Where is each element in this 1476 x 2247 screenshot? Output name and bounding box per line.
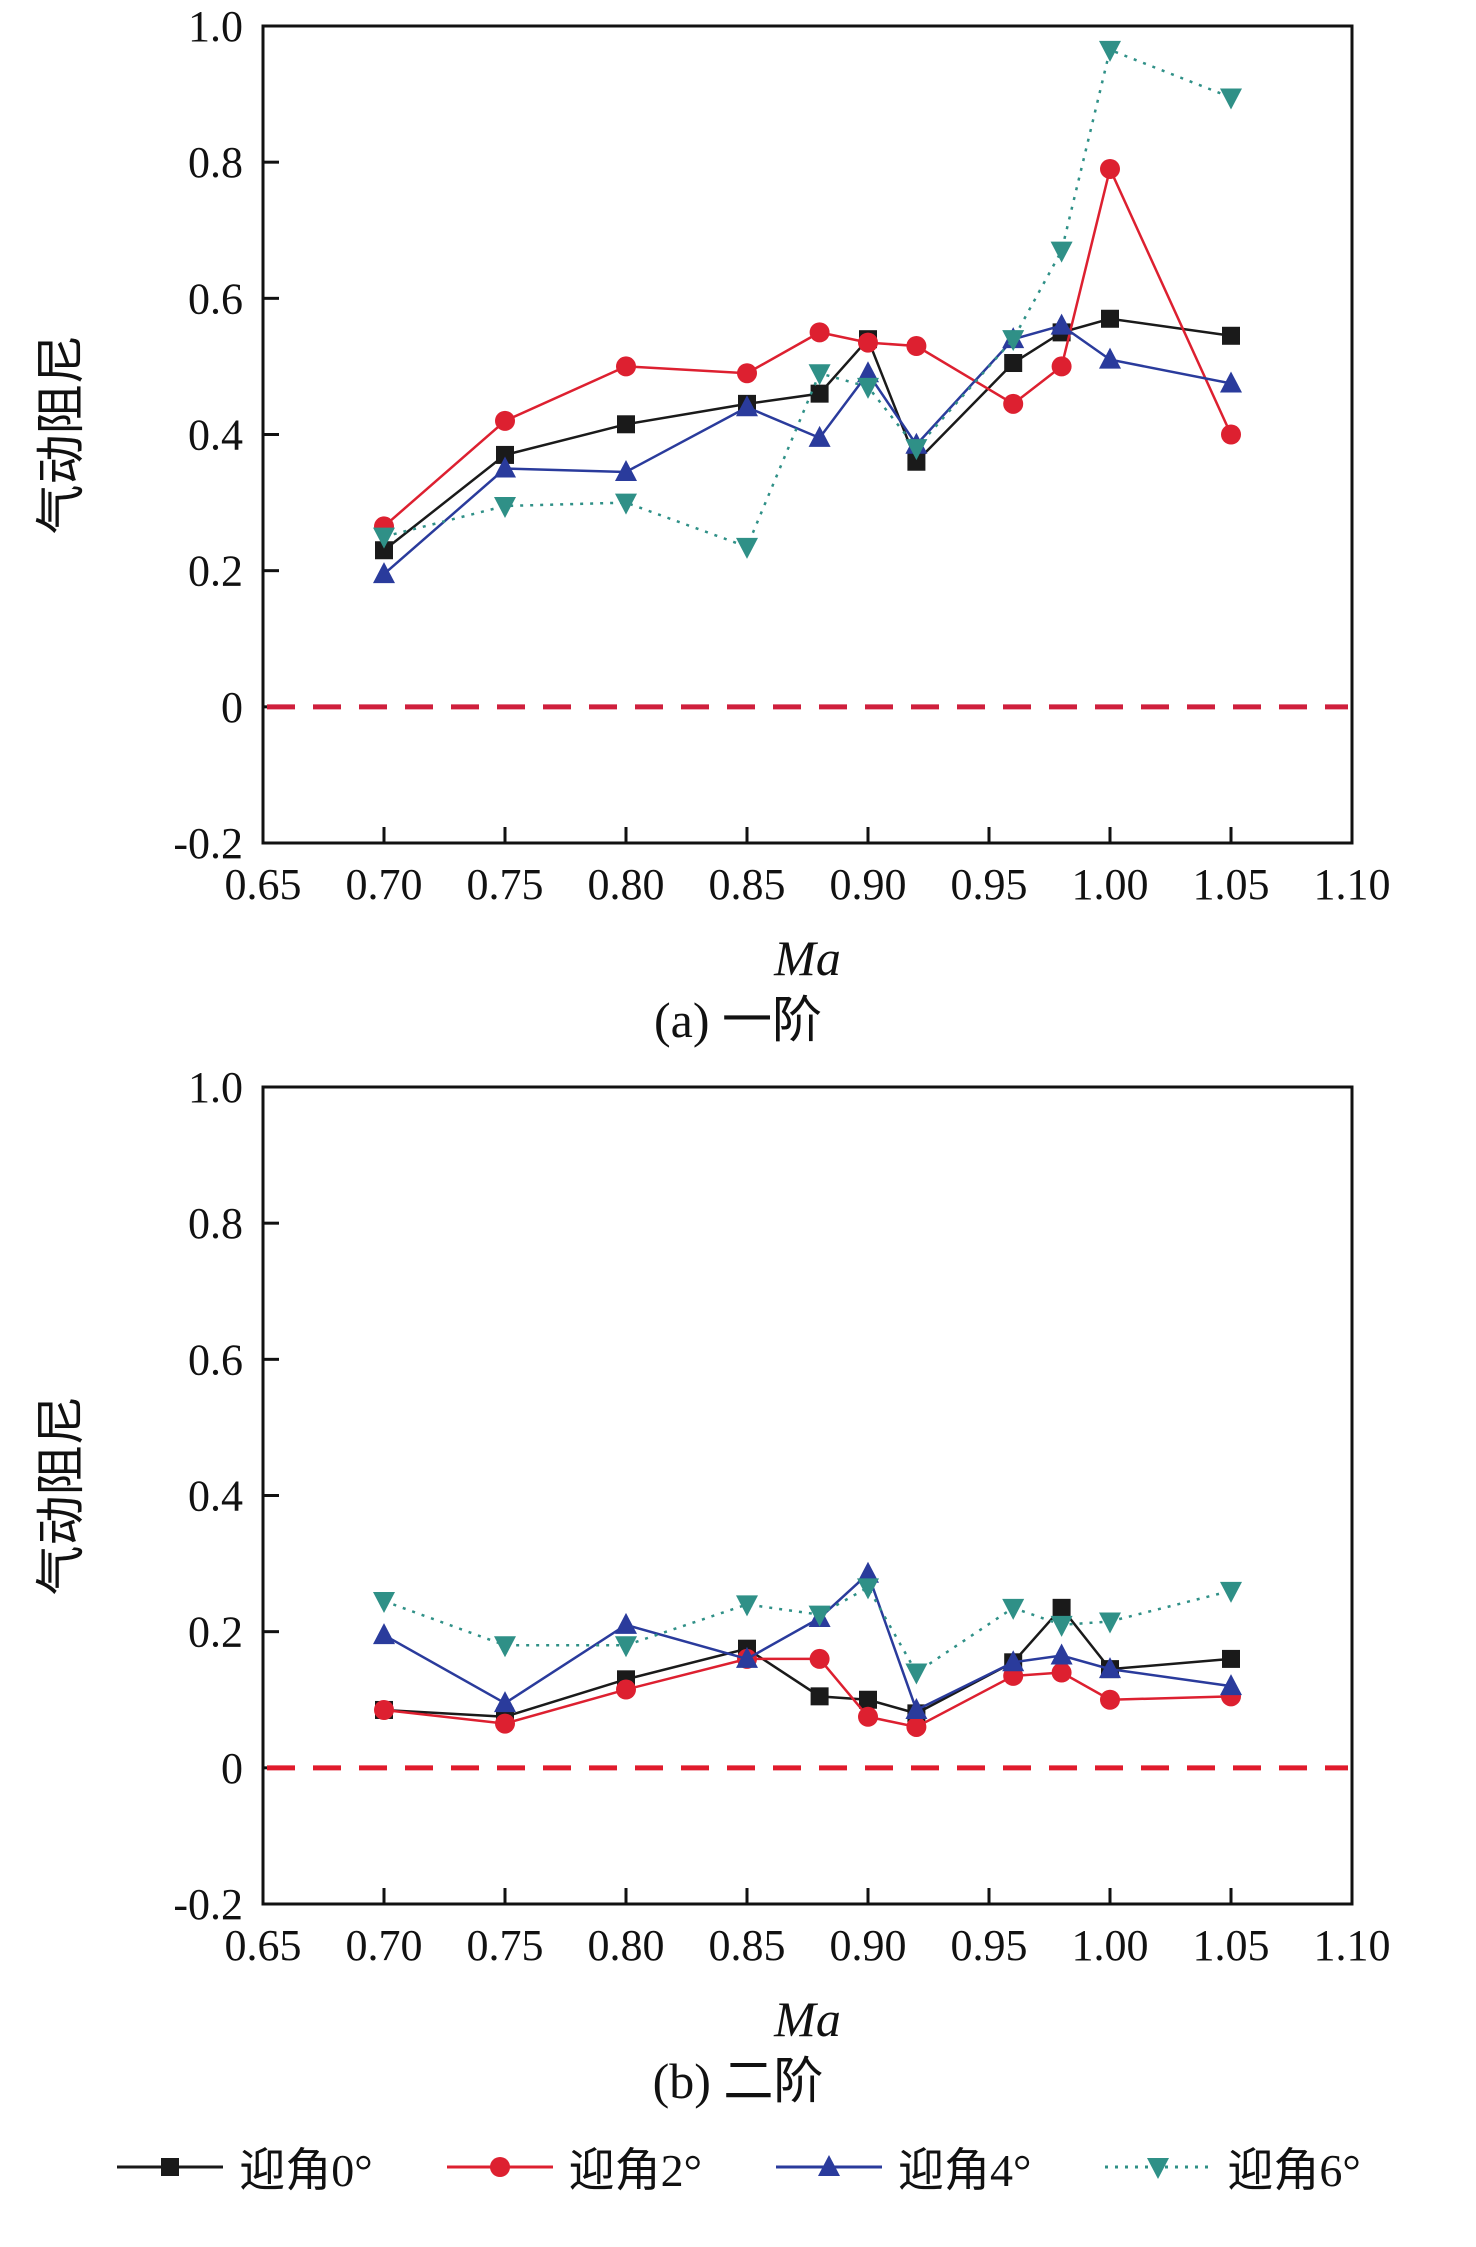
svg-text:1.05: 1.05	[1193, 860, 1270, 909]
circle-marker-icon	[446, 2157, 553, 2177]
svg-text:0: 0	[221, 1744, 243, 1793]
svg-text:0: 0	[221, 683, 243, 732]
legend-label-angle0: 迎角0°	[239, 2145, 373, 2196]
svg-text:0.95: 0.95	[951, 1921, 1028, 1970]
svg-text:0.80: 0.80	[588, 1921, 665, 1970]
svg-text:0.4: 0.4	[188, 411, 243, 460]
legend-item-angle6: 迎角6°	[1103, 2134, 1361, 2200]
svg-text:0.65: 0.65	[225, 1921, 302, 1970]
svg-text:1.00: 1.00	[1072, 860, 1149, 909]
svg-text:0.2: 0.2	[188, 547, 243, 596]
legend-label-angle4: 迎角4°	[898, 2145, 1032, 2196]
legend-label-angle6: 迎角6°	[1227, 2145, 1361, 2196]
svg-text:0.4: 0.4	[188, 1472, 243, 1521]
svg-text:0.75: 0.75	[467, 1921, 544, 1970]
svg-text:气动阻尼: 气动阻尼	[33, 335, 89, 535]
svg-text:1.00: 1.00	[1072, 1921, 1149, 1970]
svg-text:0.65: 0.65	[225, 860, 302, 909]
chart-a-section: 0.65 0.70 0.75 0.80 0.85 0.90 0.95 1.00 1.05 1.10…	[0, 8, 1476, 1055]
square-marker-icon	[117, 2158, 224, 2176]
triangle-down-marker-icon	[1105, 2158, 1212, 2179]
svg-text:0.6: 0.6	[188, 274, 243, 323]
chart-a-plot: 0.65 0.70 0.75 0.80 0.85 0.90 0.95 1.00 1.05 1.10…	[33, 8, 1391, 983]
svg-text:0.85: 0.85	[709, 860, 786, 909]
svg-text:-0.2: -0.2	[173, 1880, 243, 1929]
chart-a-caption: (a) 一阶	[654, 992, 822, 1048]
svg-text:0.75: 0.75	[467, 860, 544, 909]
svg-text:0.85: 0.85	[709, 1921, 786, 1970]
legend-item-angle2: 迎角2°	[445, 2134, 702, 2200]
svg-text:0.8: 0.8	[188, 138, 243, 187]
svg-text:1.0: 1.0	[188, 1069, 243, 1112]
chart-b-plot: 0.65 0.70 0.75 0.80 0.85 0.90 0.95 1.00 1.05 1.10…	[33, 1069, 1391, 2044]
svg-text:0.90: 0.90	[830, 860, 907, 909]
svg-text:0.80: 0.80	[588, 860, 665, 909]
chart-b-caption: (b) 二阶	[652, 2053, 824, 2109]
svg-text:0.2: 0.2	[188, 1608, 243, 1657]
legend-item-angle4: 迎角4°	[774, 2134, 1031, 2200]
legend-item-angle0: 迎角0°	[115, 2134, 373, 2200]
svg-text:Ma: Ma	[773, 1991, 841, 2044]
triangle-up-marker-icon	[776, 2155, 882, 2176]
svg-text:1.10: 1.10	[1314, 860, 1391, 909]
svg-text:0.70: 0.70	[346, 1921, 423, 1970]
svg-text:0.95: 0.95	[951, 860, 1028, 909]
svg-text:-0.2: -0.2	[173, 819, 243, 868]
svg-text:气动阻尼: 气动阻尼	[33, 1396, 89, 1596]
svg-text:1.0: 1.0	[188, 8, 243, 51]
svg-text:1.05: 1.05	[1193, 1921, 1270, 1970]
chart-b-section: 0.65 0.70 0.75 0.80 0.85 0.90 0.95 1.00 1.05 1.10…	[0, 1069, 1476, 2116]
svg-text:1.10: 1.10	[1314, 1921, 1391, 1970]
svg-text:0.70: 0.70	[346, 860, 423, 909]
svg-text:0.8: 0.8	[188, 1199, 243, 1248]
svg-text:0.90: 0.90	[830, 1921, 907, 1970]
legend: 迎角0° 迎角2° 迎角4° 迎角6°	[0, 2134, 1476, 2214]
legend-label-angle2: 迎角2°	[568, 2145, 702, 2196]
svg-text:0.6: 0.6	[188, 1335, 243, 1384]
svg-text:Ma: Ma	[773, 930, 841, 983]
